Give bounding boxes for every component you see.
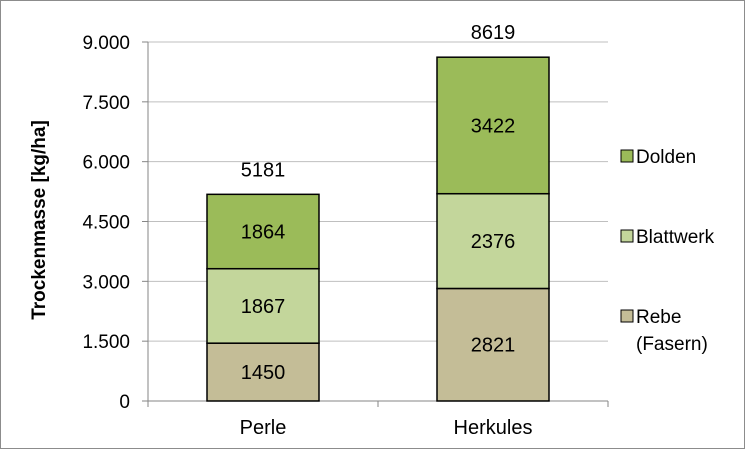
bar-total-label: 8619 [471, 22, 516, 44]
y-tick-label: 0 [119, 392, 130, 413]
bar-segment [206, 193, 320, 270]
bar-total-label: 5181 [241, 159, 286, 181]
legend: Dolden Blattwerk Rebe (Fasern) [620, 147, 715, 355]
bar-segment [436, 56, 550, 195]
y-axis-title: Trockenmasse [kg/ha] [29, 120, 50, 320]
legend-swatch [620, 229, 634, 243]
y-tick-label: 9.000 [82, 33, 130, 54]
legend-label: Rebe [636, 307, 681, 328]
legend-swatch [620, 149, 634, 163]
legend-label: Dolden [636, 147, 696, 168]
x-category-label: Herkules [454, 417, 533, 439]
legend-label: (Fasern) [636, 334, 708, 355]
bar-value-label: 2821 [471, 335, 516, 357]
y-tick-label: 3.000 [82, 272, 130, 293]
bar-segment [436, 287, 550, 402]
y-tick-label: 4.500 [82, 213, 130, 234]
x-category-label: Perle [240, 417, 287, 439]
bar-segment [206, 267, 320, 344]
bars [206, 56, 550, 402]
bar-segment [206, 342, 320, 402]
bar-segment [436, 192, 550, 290]
y-tick-label: 7.500 [82, 93, 130, 114]
bar-value-label: 2376 [471, 231, 516, 253]
legend-swatch [620, 309, 634, 323]
bar-value-label: 3422 [471, 115, 516, 137]
y-tick-label: 6.000 [82, 153, 130, 174]
bar-value-label: 1864 [241, 222, 286, 244]
bar-value-label: 1450 [241, 362, 286, 384]
y-tick-label: 1.500 [82, 332, 130, 353]
bar-value-label: 1867 [241, 296, 286, 318]
data-labels: 1450 1867 1864 5181 2821 2376 3422 8619 [241, 22, 516, 384]
legend-label: Blattwerk [636, 227, 715, 248]
